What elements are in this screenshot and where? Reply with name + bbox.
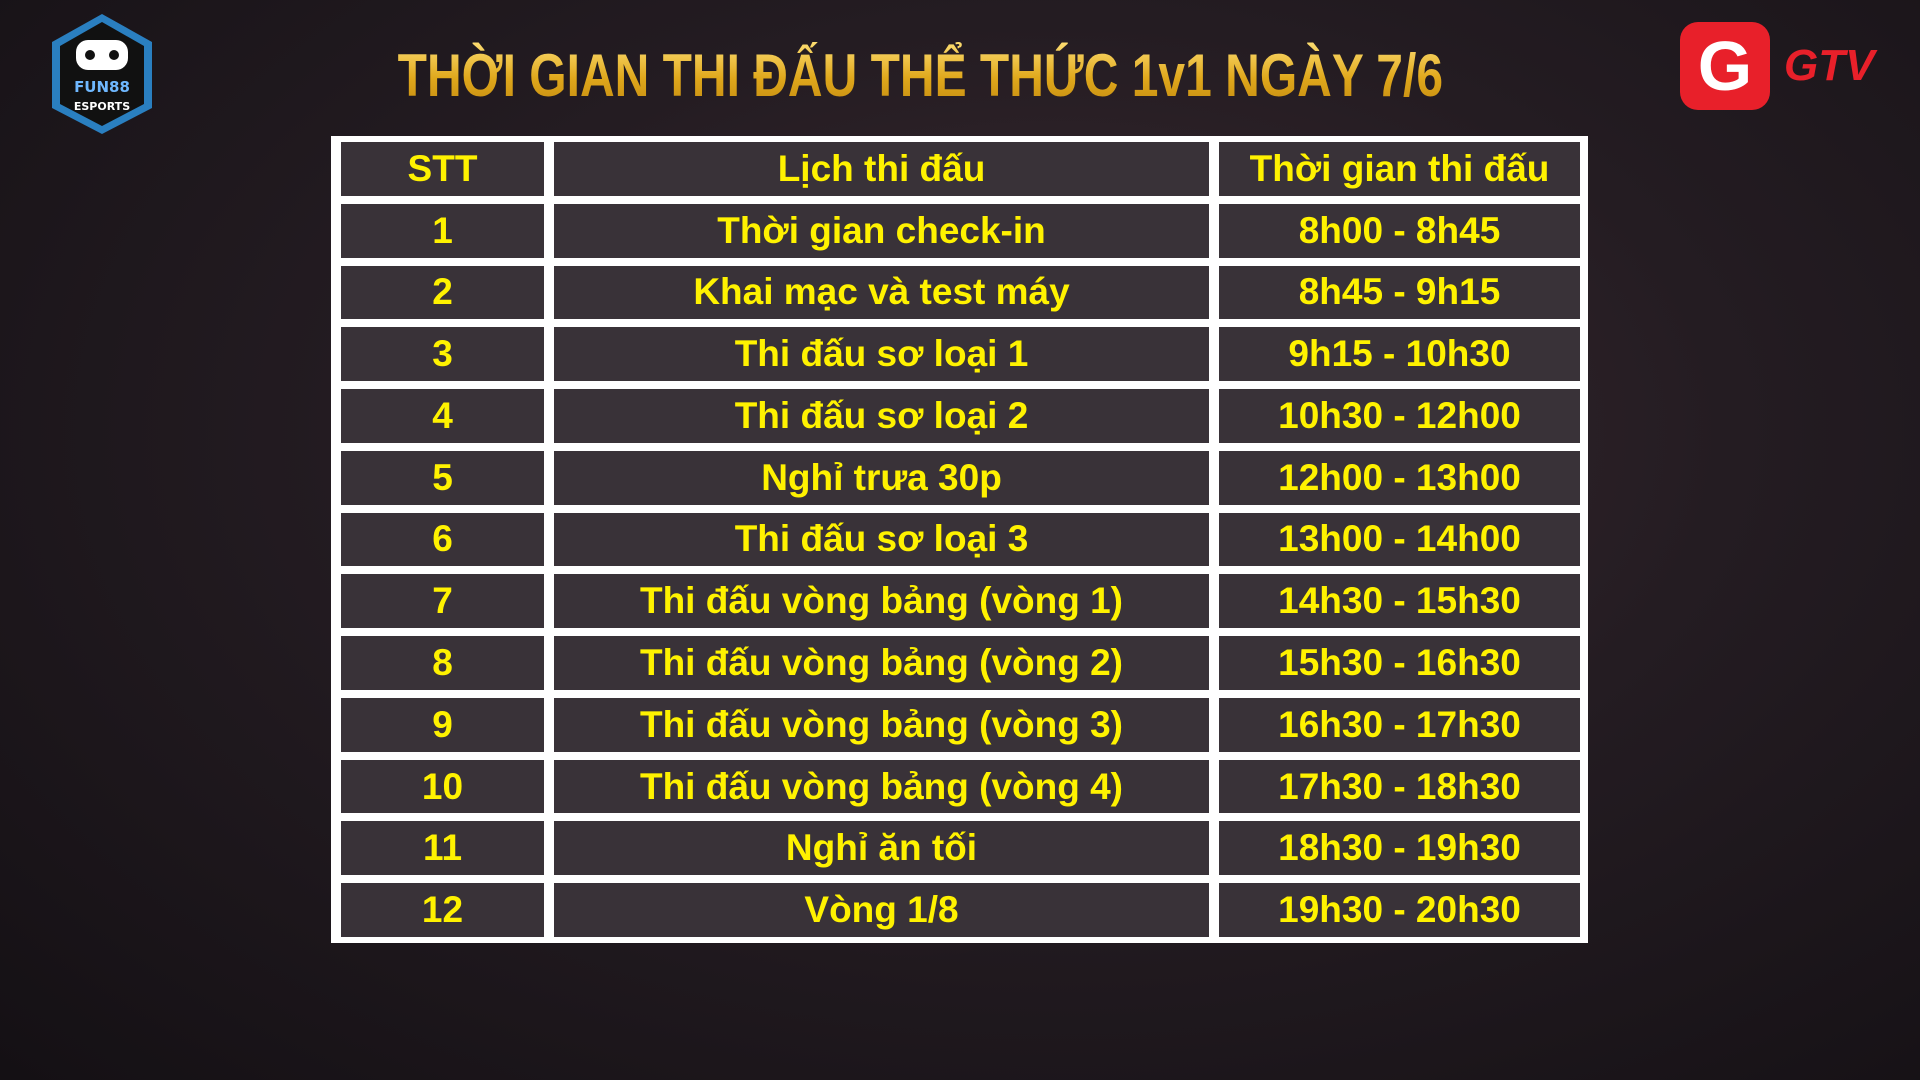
row-time: 8h00 - 8h45 (1219, 203, 1580, 258)
row-schedule: Nghỉ trưa 30p (554, 450, 1209, 505)
header-schedule: Lịch thi đấu (554, 142, 1209, 196)
header-time: Thời gian thi đấu (1219, 142, 1580, 196)
row-schedule: Thi đấu vòng bảng (vòng 1) (554, 574, 1209, 629)
row-schedule: Vòng 1/8 (554, 883, 1209, 937)
row-time: 14h30 - 15h30 (1219, 574, 1580, 629)
row-stt: 3 (341, 327, 544, 382)
header-stt: STT (341, 142, 544, 196)
row-time: 17h30 - 18h30 (1219, 759, 1580, 814)
row-stt: 6 (341, 512, 544, 567)
row-stt: 1 (341, 203, 544, 258)
row-time: 13h00 - 14h00 (1219, 512, 1580, 567)
row-time: 8h45 - 9h15 (1219, 265, 1580, 320)
row-stt: 10 (341, 759, 544, 814)
row-time: 12h00 - 13h00 (1219, 450, 1580, 505)
row-schedule: Thi đấu sơ loại 3 (554, 512, 1209, 567)
row-schedule: Nghỉ ăn tối (554, 821, 1209, 876)
row-time: 19h30 - 20h30 (1219, 883, 1580, 937)
title-container: THỜI GIAN THI ĐẤU THỂ THỨC 1v1 NGÀY 7/6 (190, 38, 1650, 118)
gtv-text: GTV (1784, 41, 1875, 90)
svg-text:FUN88: FUN88 (74, 78, 130, 96)
row-stt: 12 (341, 883, 544, 937)
gtv-mark: G (1680, 22, 1770, 110)
row-schedule: Thi đấu vòng bảng (vòng 2) (554, 636, 1209, 690)
gtv-logo: G GTV (1680, 22, 1874, 110)
row-stt: 5 (341, 450, 544, 505)
page-title: THỜI GIAN THI ĐẤU THỂ THỨC 1v1 NGÀY 7/6 (397, 38, 1442, 118)
row-stt: 8 (341, 636, 544, 690)
fun88-esports-logo: FUN88 ESPORTS (40, 12, 164, 136)
schedule-table: STT Lịch thi đấu Thời gian thi đấu 1 Thời… (331, 136, 1588, 943)
row-time: 9h15 - 10h30 (1219, 327, 1580, 382)
row-stt: 9 (341, 697, 544, 752)
row-schedule: Khai mạc và test máy (554, 265, 1209, 320)
row-schedule: Thi đấu sơ loại 2 (554, 389, 1209, 443)
row-schedule: Thi đấu sơ loại 1 (554, 327, 1209, 382)
row-schedule: Thi đấu vòng bảng (vòng 3) (554, 697, 1209, 752)
row-stt: 2 (341, 265, 544, 320)
row-stt: 11 (341, 821, 544, 876)
row-time: 16h30 - 17h30 (1219, 697, 1580, 752)
row-time: 10h30 - 12h00 (1219, 389, 1580, 443)
row-schedule: Thi đấu vòng bảng (vòng 4) (554, 759, 1209, 814)
svg-text:ESPORTS: ESPORTS (74, 100, 130, 113)
row-schedule: Thời gian check-in (554, 203, 1209, 258)
row-stt: 7 (341, 574, 544, 629)
row-time: 18h30 - 19h30 (1219, 821, 1580, 876)
row-time: 15h30 - 16h30 (1219, 636, 1580, 690)
row-stt: 4 (341, 389, 544, 443)
